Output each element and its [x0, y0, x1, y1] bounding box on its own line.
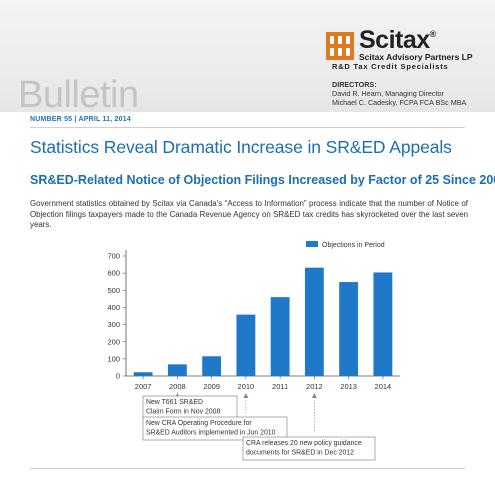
x-tick-label: 2012 [306, 382, 323, 391]
legend-swatch [306, 241, 318, 247]
bulletin-heading: Bulletin [18, 74, 139, 116]
x-tick-label: 2013 [340, 382, 357, 391]
bar [270, 297, 290, 376]
bar [167, 364, 187, 376]
y-tick-label: 500 [107, 286, 120, 295]
annotation-text: documents for SR&ED in Dec 2012 [246, 450, 354, 457]
article-body: Government statistics obtained by Scitax… [30, 199, 468, 230]
y-tick-label: 100 [107, 354, 120, 363]
x-tick-label: 2008 [169, 382, 186, 391]
annotation-text: New CRA Operating Procedure for [146, 420, 252, 427]
y-tick-label: 400 [107, 303, 120, 312]
legend-label: Objections in Period [322, 242, 385, 249]
scitax-logo-icon [326, 32, 354, 60]
x-tick-label: 2011 [272, 382, 288, 391]
director-name: David R. Hearn, Managing Director [332, 89, 444, 98]
divider [30, 127, 465, 128]
director-name: Michael C. Cadesky, FCPA FCA BSc MBA [332, 98, 467, 107]
annotation-arrow-icon [243, 393, 249, 398]
company-name: Scitax Advisory Partners LP [359, 52, 473, 62]
y-tick-label: 200 [107, 337, 120, 346]
annotation-text: New T661 SR&ED [146, 399, 203, 406]
bar [236, 314, 256, 376]
y-tick-label: 0 [116, 372, 120, 381]
masthead [0, 0, 495, 112]
annotation-text: CRA releases 20 new policy guidance [246, 440, 362, 447]
bar [373, 272, 393, 376]
logo-wordmark: Scitax® [359, 26, 436, 54]
bar [339, 282, 359, 376]
bar [133, 372, 153, 376]
article-title: Statistics Reveal Dramatic Increase in S… [30, 137, 452, 157]
annotation-box [242, 436, 376, 461]
issue-number-date: NUMBER 55 | APRIL 11, 2014 [30, 116, 131, 123]
annotation-box [142, 416, 288, 441]
x-tick-label: 2007 [135, 382, 152, 391]
directors-block: DIRECTORS: David R. Hearn, Managing Dire… [332, 80, 466, 107]
y-tick-label: 600 [107, 269, 120, 278]
annotation-arrow-icon [311, 393, 317, 398]
y-tick-label: 300 [107, 320, 120, 329]
x-tick-label: 2010 [238, 382, 255, 391]
x-tick-label: 2014 [375, 382, 392, 391]
annotation-text: SR&ED Auditors implemented in Jun 2010 [146, 430, 276, 437]
directors-heading: DIRECTORS: [332, 80, 377, 89]
annotation-text: Claim Form in Nov 2008 [146, 409, 220, 416]
bar [202, 356, 222, 376]
company-tagline: R&D Tax Credit Specialists [332, 62, 449, 71]
bar [304, 267, 324, 376]
x-tick-label: 2009 [203, 382, 220, 391]
divider [30, 468, 465, 469]
y-tick-label: 700 [107, 252, 120, 261]
article-subtitle: SR&ED-Related Notice of Objection Filing… [30, 173, 495, 187]
